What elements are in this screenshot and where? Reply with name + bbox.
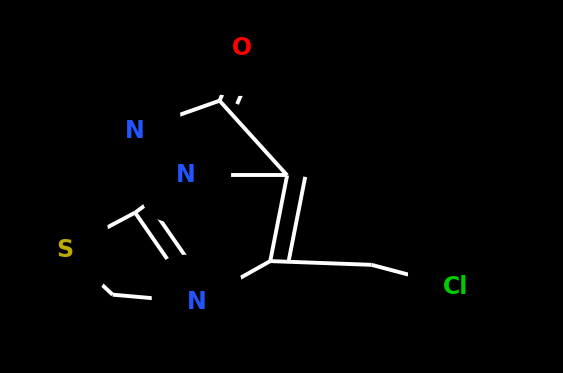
Text: N: N <box>125 119 145 142</box>
Text: O: O <box>232 37 252 60</box>
Text: S: S <box>56 238 73 262</box>
Text: N: N <box>176 163 196 187</box>
Text: Cl: Cl <box>443 275 469 299</box>
Text: N: N <box>187 290 207 314</box>
